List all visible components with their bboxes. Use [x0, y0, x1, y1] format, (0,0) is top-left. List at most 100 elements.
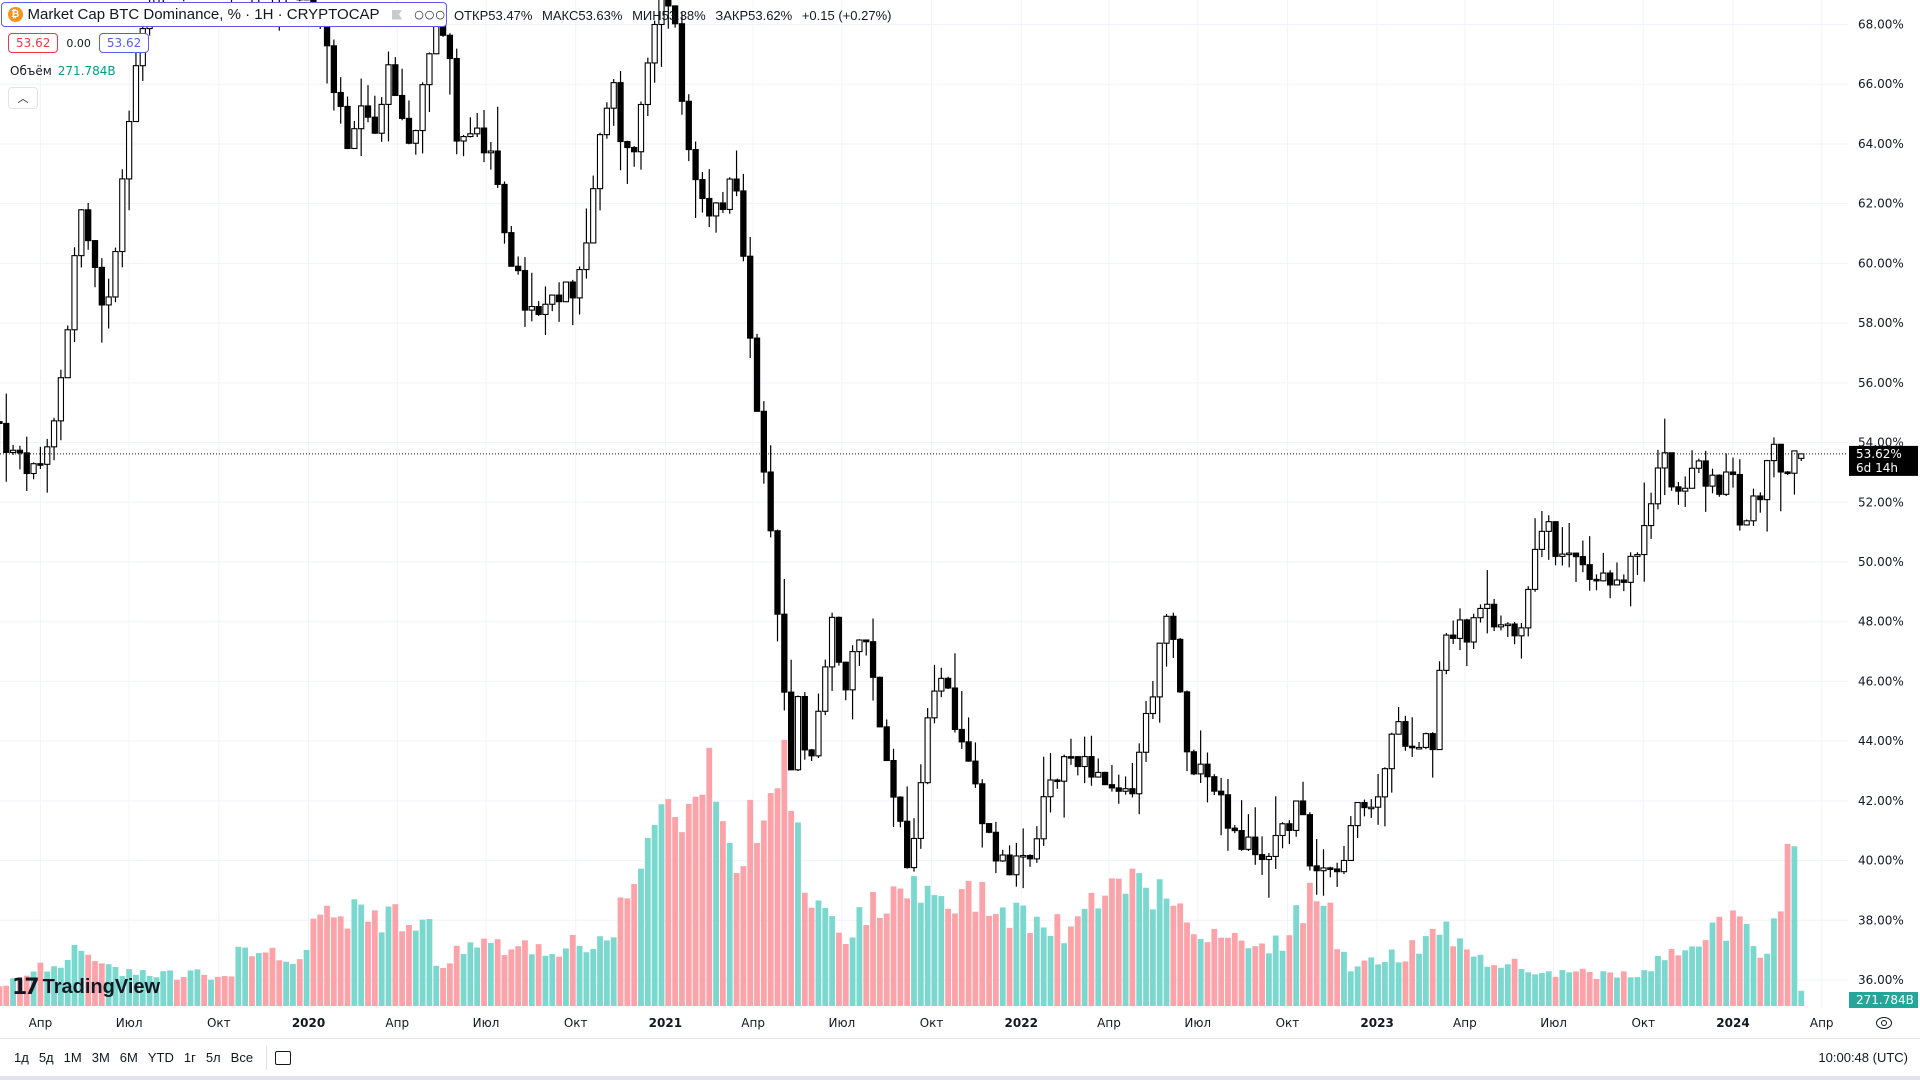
volume-bar: [385, 906, 392, 1006]
flag-icon[interactable]: [391, 9, 403, 20]
candle-up: [794, 696, 802, 771]
last-price-label: 53.62% 6d 14h: [1849, 445, 1918, 476]
volume-bar: [1231, 932, 1238, 1006]
volume-bar: [1252, 946, 1259, 1006]
candle-up: [1559, 553, 1566, 557]
price-axis-bg[interactable]: [1848, 0, 1920, 1036]
candle-down: [1067, 756, 1075, 759]
buy-price-button[interactable]: 53.62: [98, 33, 150, 53]
clock[interactable]: 10:00:48 (UTC): [1818, 1050, 1908, 1065]
candle-down: [740, 190, 747, 257]
candle-up: [610, 82, 617, 109]
range-button-0[interactable]: 1д: [14, 1050, 29, 1065]
candle-up: [9, 449, 17, 454]
candle-down: [1552, 521, 1559, 557]
candle-up: [378, 103, 385, 134]
candle-down: [1716, 474, 1723, 495]
volume-bar: [1020, 905, 1027, 1006]
price-axis[interactable]: 36.00% 38.00% 40.00% 42.00% 44.00% 46.00% 48.0…: [1858, 18, 1904, 988]
candle-up: [1477, 607, 1484, 619]
candle-up: [596, 134, 604, 190]
volume-bar: [1306, 882, 1313, 1006]
volume-bar: [1170, 905, 1177, 1006]
candle-down: [1607, 572, 1614, 586]
volume-bar: [747, 799, 754, 1006]
volume-bar: [1709, 922, 1716, 1006]
volume-bar: [733, 873, 740, 1006]
candle-up: [385, 64, 392, 105]
volume-bar: [71, 944, 78, 1006]
candle-down: [1224, 794, 1232, 829]
symbol-legend[interactable]: ₿ Market Cap BTC Dominance, % · 1H · CRY…: [1, 2, 447, 27]
volume-bar: [876, 917, 883, 1006]
volume-bar: [1450, 946, 1457, 1006]
candle-up: [542, 303, 549, 315]
candle-up: [1518, 627, 1525, 637]
candle-down: [337, 91, 344, 107]
candle-down: [1183, 691, 1191, 753]
candle-down: [835, 616, 843, 663]
range-button-4[interactable]: 6М: [119, 1050, 138, 1065]
volume-bar: [1627, 977, 1634, 1006]
volume-bar: [78, 950, 85, 1006]
settings-eye-icon[interactable]: [1876, 1017, 1892, 1029]
volume-bar: [1579, 968, 1586, 1006]
candle-up: [938, 677, 945, 692]
volume-bar: [467, 942, 474, 1006]
candle-up: [1538, 530, 1546, 550]
volume-bar: [1600, 971, 1607, 1006]
range-button-3[interactable]: 3М: [91, 1050, 110, 1065]
candle-down: [1026, 854, 1034, 860]
candle-up: [1743, 520, 1750, 526]
volume-bar: [1409, 940, 1416, 1006]
time-axis[interactable]: Апр Июл Окт 2020 Апр Июл Окт 2021 Апр Июл Окт 2022 А…: [29, 1016, 1834, 1030]
more-options-icon[interactable]: ○○○: [414, 8, 446, 21]
candle-up: [1634, 554, 1641, 557]
volume-bar: [1757, 957, 1764, 1006]
candle-up: [1525, 588, 1532, 629]
volume-bar: [180, 977, 187, 1006]
range-button-2[interactable]: 1М: [63, 1050, 82, 1065]
volume-bar: [187, 970, 194, 1006]
volume-bar: [958, 889, 965, 1006]
candle-up: [924, 717, 931, 784]
candle-up: [71, 255, 78, 331]
candle-up: [1770, 443, 1778, 462]
sell-price-button[interactable]: 53.62: [8, 33, 59, 53]
price-chart[interactable]: 36.00% 38.00% 40.00% 42.00% 44.00% 46.00% 48.0…: [0, 0, 1920, 1036]
calendar-goto-icon[interactable]: [275, 1050, 292, 1065]
volume-bar: [1027, 932, 1033, 1006]
volume-bar: [1382, 961, 1388, 1006]
volume-bar: [1648, 971, 1654, 1006]
candle-down: [446, 34, 454, 60]
candle-down: [569, 281, 576, 299]
candle-down: [555, 294, 563, 303]
volume-bar: [392, 904, 399, 1006]
volume-bar: [965, 880, 972, 1006]
candle-up: [1149, 696, 1157, 715]
range-button-8[interactable]: Все: [230, 1050, 254, 1065]
range-button-5[interactable]: YTD: [147, 1050, 174, 1065]
volume-bar: [283, 961, 289, 1006]
candles: [0, 0, 1805, 898]
candle-down: [1108, 784, 1116, 789]
candle-up: [1197, 763, 1204, 775]
range-button-1[interactable]: 5д: [38, 1050, 54, 1065]
grid-lines: [0, 0, 1848, 1008]
volume-bar: [911, 875, 917, 1006]
volume-bars: [0, 739, 1805, 1006]
volume-bar: [1566, 972, 1573, 1006]
symbol-title[interactable]: Market Cap BTC Dominance, % · 1H · CRYPT…: [27, 6, 380, 23]
candle-down: [897, 796, 904, 822]
range-button-6[interactable]: 1г: [183, 1050, 196, 1065]
volume-bar: [235, 946, 242, 1006]
volume-bar: [481, 938, 487, 1006]
volume-bar: [1777, 911, 1784, 1006]
tradingview-logo[interactable]: 17 TradingView: [12, 975, 160, 1000]
volume-bar: [174, 979, 180, 1006]
volume-bar: [1341, 951, 1347, 1006]
collapse-legend-button[interactable]: ︿: [8, 87, 38, 109]
range-button-7[interactable]: 5л: [205, 1050, 221, 1065]
time-axis-bg[interactable]: [0, 1008, 1848, 1036]
volume-bar: [1088, 892, 1095, 1006]
